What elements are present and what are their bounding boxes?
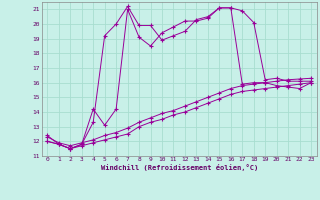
- X-axis label: Windchill (Refroidissement éolien,°C): Windchill (Refroidissement éolien,°C): [100, 164, 258, 171]
